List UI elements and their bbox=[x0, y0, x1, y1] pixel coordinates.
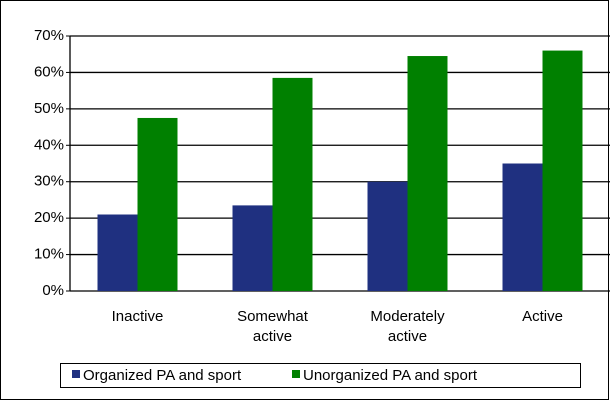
y-tick-label: 30% bbox=[34, 173, 64, 190]
bar bbox=[367, 181, 408, 291]
x-tick-label: Moderately active bbox=[370, 308, 445, 345]
y-tick-label: 0% bbox=[42, 282, 64, 299]
x-tick-label: Active bbox=[522, 308, 563, 325]
y-tick-label: 20% bbox=[34, 209, 64, 226]
y-tick-label: 50% bbox=[34, 100, 64, 117]
y-tick-label: 10% bbox=[34, 246, 64, 263]
bar bbox=[97, 214, 138, 291]
bar bbox=[502, 163, 543, 291]
bar bbox=[272, 77, 313, 292]
legend-label: Unorganized PA and sport bbox=[303, 367, 478, 384]
bar bbox=[542, 50, 583, 292]
y-tick-label: 70% bbox=[34, 27, 64, 44]
y-tick-label: 60% bbox=[34, 63, 64, 80]
x-tick-label: Inactive bbox=[112, 308, 164, 325]
bar bbox=[137, 117, 178, 291]
bar bbox=[232, 205, 273, 291]
bar bbox=[407, 56, 448, 292]
x-tick-label: Somewhat active bbox=[237, 308, 309, 345]
legend-box bbox=[60, 363, 581, 388]
y-tick-label: 40% bbox=[34, 136, 64, 153]
legend-swatch bbox=[72, 370, 80, 378]
legend-swatch bbox=[292, 370, 300, 378]
legend-label: Organized PA and sport bbox=[83, 367, 242, 384]
